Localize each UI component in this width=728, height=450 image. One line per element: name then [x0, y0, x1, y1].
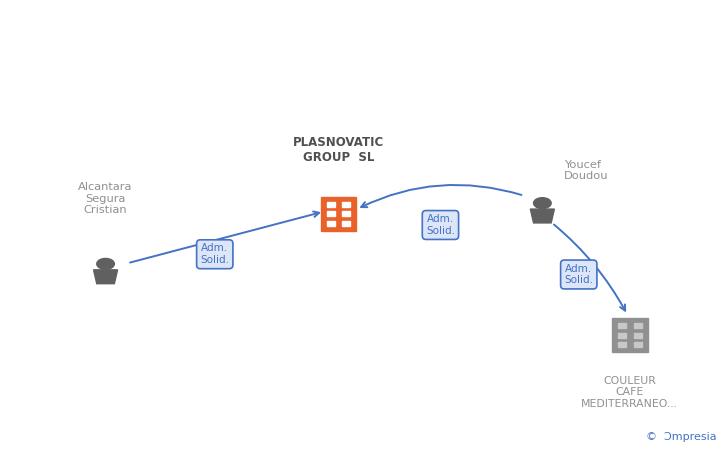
Text: Adm.
Solid.: Adm. Solid. — [564, 264, 593, 285]
FancyBboxPatch shape — [633, 333, 641, 338]
Text: Adm.
Solid.: Adm. Solid. — [426, 214, 455, 236]
FancyBboxPatch shape — [327, 220, 335, 226]
FancyBboxPatch shape — [633, 323, 641, 328]
Text: Youcef
Doudou: Youcef Doudou — [564, 160, 609, 181]
FancyBboxPatch shape — [342, 220, 350, 226]
FancyBboxPatch shape — [327, 202, 335, 207]
FancyBboxPatch shape — [612, 318, 648, 352]
Circle shape — [97, 258, 114, 269]
FancyBboxPatch shape — [618, 323, 626, 328]
FancyBboxPatch shape — [342, 211, 350, 216]
Text: ©  Ɔmpresia: © Ɔmpresia — [646, 432, 717, 442]
FancyBboxPatch shape — [320, 197, 357, 231]
Text: Adm.
Solid.: Adm. Solid. — [200, 243, 229, 265]
Text: Alcantara
Segura
Cristian: Alcantara Segura Cristian — [79, 182, 132, 216]
FancyBboxPatch shape — [633, 342, 641, 347]
FancyBboxPatch shape — [327, 211, 335, 216]
FancyBboxPatch shape — [618, 342, 626, 347]
Polygon shape — [531, 209, 555, 223]
FancyBboxPatch shape — [342, 202, 350, 207]
Text: PLASNOVATIC
GROUP  SL: PLASNOVATIC GROUP SL — [293, 136, 384, 164]
Text: COULEUR
CAFE
MEDITERRANEO...: COULEUR CAFE MEDITERRANEO... — [581, 376, 678, 409]
Polygon shape — [93, 270, 118, 284]
Circle shape — [534, 198, 551, 209]
FancyBboxPatch shape — [618, 333, 626, 338]
